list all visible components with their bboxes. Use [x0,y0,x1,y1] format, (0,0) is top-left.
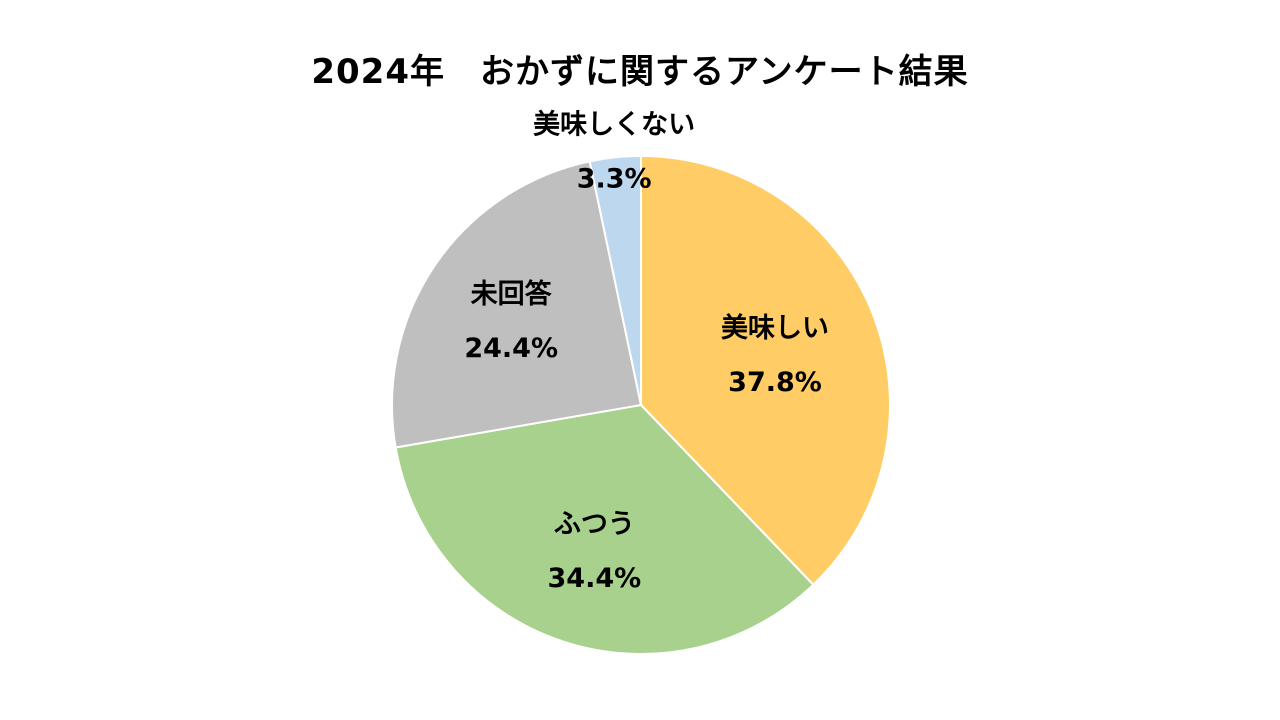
pie-slice-oishikunai [588,154,642,406]
slice-category-label-futsuu: ふつう [554,509,635,540]
pie-labels: 美味しい 37.8% ふつう 34.4% 未回答 24.4% 美味しくない 3.3% [464,108,829,593]
slice-value-label-futsuu: 34.4% [548,563,642,594]
chart-title: 2024年 おかずに関するアンケート結果 [311,52,969,92]
slice-category-label-oishikunai: 美味しくない [533,108,695,140]
pie-slice-mikaitou [391,160,643,449]
slice-value-label-oishii: 37.8% [728,367,822,398]
pie-slice-futsuu [394,403,815,655]
slice-value-label-mikaitou: 24.4% [464,333,558,364]
slice-category-label-mikaitou: 未回答 [471,278,553,310]
slice-value-label-oishikunai: 3.3% [577,163,652,194]
slice-category-label-oishii: 美味しい [721,312,829,344]
pie-slices [391,154,891,655]
pie-slice-oishii [640,154,891,587]
